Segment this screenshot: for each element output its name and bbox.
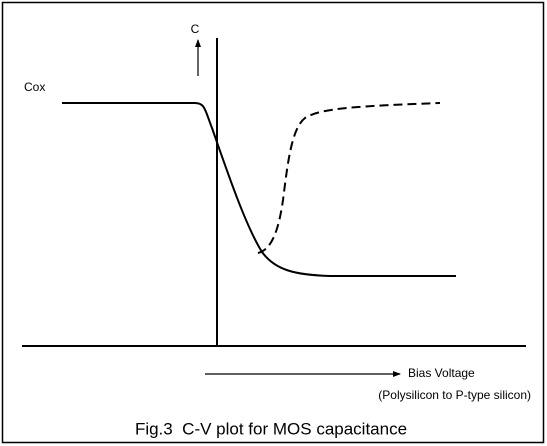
x-axis-note: (Polysilicon to P-type silicon) bbox=[378, 388, 531, 402]
x-axis-label: Bias Voltage bbox=[408, 366, 475, 380]
y-axis-label: C bbox=[191, 22, 200, 36]
cox-label: Cox bbox=[24, 80, 45, 94]
caption: Fig.3 C-V plot for MOS capacitance bbox=[135, 419, 407, 438]
solid-curve bbox=[62, 102, 456, 277]
dashed-curve bbox=[257, 102, 441, 254]
